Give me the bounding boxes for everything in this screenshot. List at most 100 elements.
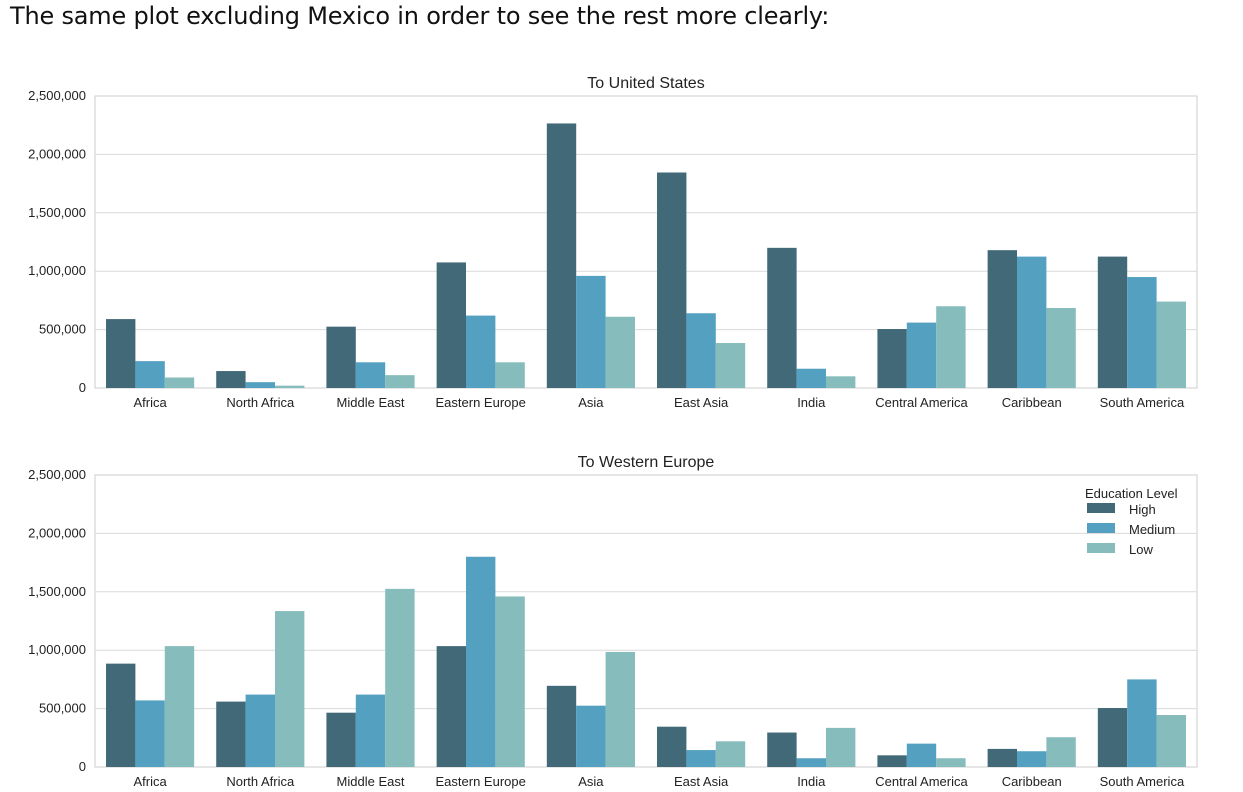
bar-india-medium — [796, 758, 826, 767]
x-tick-label: Eastern Europe — [436, 774, 526, 789]
x-tick-label: Middle East — [337, 395, 405, 410]
bar-south-america-high — [1097, 708, 1128, 767]
bar-india-medium — [796, 368, 826, 388]
bar-north-africa-medium — [245, 694, 275, 767]
bar-middle-east-high — [326, 712, 356, 767]
x-tick-label: Caribbean — [1002, 395, 1062, 410]
bar-africa-medium — [135, 700, 165, 767]
bar-central-america-medium — [906, 743, 937, 767]
x-tick-label: Middle East — [337, 774, 405, 789]
bar-middle-east-medium — [355, 694, 386, 767]
y-tick-label: 500,000 — [39, 701, 86, 716]
bar-east-asia-low — [715, 741, 746, 767]
bar-east-asia-medium — [686, 313, 716, 388]
y-tick-label: 1,500,000 — [28, 584, 86, 599]
legend-label-low: Low — [1129, 542, 1153, 557]
y-tick-label: 2,000,000 — [28, 525, 86, 540]
x-tick-label: India — [797, 395, 826, 410]
x-tick-label: Eastern Europe — [436, 395, 526, 410]
bar-india-low — [825, 376, 856, 388]
legend-swatch-low — [1087, 543, 1115, 553]
y-tick-label: 500,000 — [39, 322, 86, 337]
bar-asia-low — [605, 316, 635, 388]
bar-india-high — [767, 732, 797, 767]
x-tick-label: Africa — [133, 774, 167, 789]
chart-to-western-europe: 0 500,000 1,000,000 1,500,000 2,000,000 2,500… — [28, 454, 1198, 789]
bar-eastern-europe-high — [436, 646, 467, 767]
bar-middle-east-high — [326, 326, 356, 388]
bar-north-africa-medium — [245, 382, 275, 388]
bar-caribbean-high — [987, 250, 1018, 388]
bar-caribbean-medium — [1017, 256, 1047, 388]
bar-asia-medium — [576, 275, 606, 388]
x-tick-label: North Africa — [226, 395, 295, 410]
legend-swatch-medium — [1087, 523, 1115, 533]
bar-central-america-high — [877, 755, 907, 767]
bar-north-africa-high — [216, 701, 246, 767]
x-tick-label: Central America — [875, 774, 968, 789]
bar-north-africa-high — [216, 371, 246, 388]
bar-south-america-low — [1156, 301, 1186, 388]
chart-to-united-states: 0 500,000 1,000,000 1,500,000 2,000,000 2,500… — [28, 75, 1198, 410]
x-tick-label: South America — [1100, 395, 1185, 410]
bar-south-america-medium — [1127, 277, 1157, 388]
bar-africa-low — [164, 646, 195, 767]
y-tick-label: 0 — [79, 759, 86, 774]
bar-south-america-high — [1097, 256, 1128, 388]
bar-east-asia-high — [657, 172, 687, 388]
y-tick-label: 1,000,000 — [28, 642, 86, 657]
y-tick-label: 2,500,000 — [28, 467, 86, 482]
legend-label-high: High — [1129, 502, 1156, 517]
bar-africa-high — [106, 663, 136, 767]
bar-middle-east-medium — [355, 362, 386, 388]
bar-eastern-europe-medium — [466, 556, 496, 767]
x-tick-label: Asia — [578, 395, 604, 410]
x-tick-label: Africa — [133, 395, 167, 410]
bar-east-asia-low — [715, 343, 746, 388]
bar-caribbean-low — [1046, 737, 1076, 767]
y-tick-label: 1,500,000 — [28, 205, 86, 220]
bar-africa-high — [106, 319, 136, 388]
bar-eastern-europe-low — [495, 362, 525, 388]
y-tick-label: 1,000,000 — [28, 263, 86, 278]
x-tick-label: South America — [1100, 774, 1185, 789]
bar-asia-high — [546, 123, 577, 388]
bar-eastern-europe-high — [436, 262, 467, 388]
chart-title: To Western Europe — [578, 454, 715, 471]
bar-south-america-medium — [1127, 679, 1157, 767]
bar-central-america-low — [936, 306, 966, 388]
x-tick-label: Central America — [875, 395, 968, 410]
bar-south-america-low — [1156, 715, 1186, 767]
x-tick-label: India — [797, 774, 826, 789]
bar-east-asia-high — [657, 726, 687, 767]
chart-title: To United States — [587, 75, 704, 92]
bar-eastern-europe-medium — [466, 315, 496, 388]
bar-north-africa-low — [274, 385, 305, 388]
x-tick-label: East Asia — [674, 774, 729, 789]
legend-swatch-high — [1087, 503, 1115, 513]
plot-frame — [94, 474, 1198, 768]
bar-north-africa-low — [274, 611, 305, 767]
intro-text: The same plot excluding Mexico in order … — [10, 2, 830, 30]
bar-caribbean-low — [1046, 307, 1076, 388]
y-tick-label: 0 — [79, 380, 86, 395]
bar-caribbean-medium — [1017, 751, 1047, 767]
bar-india-low — [825, 727, 856, 767]
bar-central-america-low — [936, 758, 966, 767]
plot-frame — [94, 95, 1198, 389]
y-tick-label: 2,000,000 — [28, 146, 86, 161]
bar-middle-east-low — [385, 588, 415, 767]
bar-caribbean-high — [987, 748, 1018, 767]
x-tick-label: East Asia — [674, 395, 729, 410]
bar-india-high — [767, 247, 797, 388]
x-tick-label: Asia — [578, 774, 604, 789]
x-tick-label: Caribbean — [1002, 774, 1062, 789]
bar-africa-medium — [135, 361, 165, 388]
x-tick-label: North Africa — [226, 774, 295, 789]
bar-asia-low — [605, 651, 635, 767]
bar-east-asia-medium — [686, 750, 716, 767]
y-tick-label: 2,500,000 — [28, 88, 86, 103]
bar-africa-low — [164, 377, 195, 388]
